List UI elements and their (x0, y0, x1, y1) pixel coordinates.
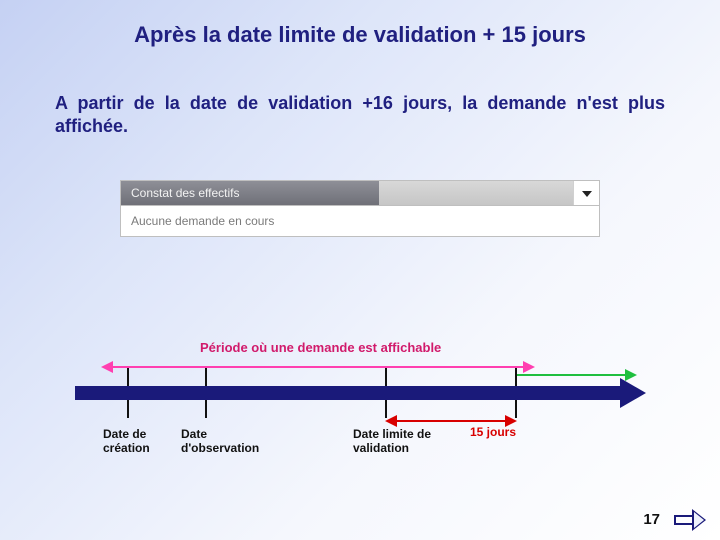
tick-limite (385, 368, 387, 386)
page-subtitle: A partir de la date de validation +16 jo… (55, 92, 665, 137)
fifteen-arrow-line (395, 420, 507, 422)
tick-plus15 (515, 368, 517, 386)
period-arrow-right (523, 361, 535, 373)
period-label: Période où une demande est affichable (200, 340, 441, 355)
timeline-bar-arrowhead-icon (620, 378, 646, 408)
panel-header-spacer (379, 181, 573, 205)
timeline-diagram: Période où une demande est affichable Da… (75, 340, 635, 490)
page-number: 17 (643, 511, 660, 528)
fifteen-arrow-left (385, 415, 397, 427)
period-arrow-line (111, 366, 525, 368)
tick-creation-b (127, 400, 129, 418)
after-arrow-line (517, 374, 627, 376)
collapse-icon[interactable] (573, 181, 599, 205)
timeline-bar (75, 386, 620, 400)
tick-observation (205, 368, 207, 386)
panel-body-text: Aucune demande en cours (120, 206, 600, 237)
label-creation: Date de création (103, 428, 183, 456)
effectifs-panel: Constat des effectifs Aucune demande en … (120, 180, 600, 237)
tick-observation-b (205, 400, 207, 418)
tick-creation (127, 368, 129, 386)
panel-header: Constat des effectifs (120, 180, 600, 206)
fifteen-label: 15 jours (470, 425, 516, 439)
page-title: Après la date limite de validation + 15 … (0, 22, 720, 48)
label-observation: Date d'observation (181, 428, 281, 456)
label-limite: Date limite de validation (353, 428, 453, 456)
panel-header-label: Constat des effectifs (121, 181, 379, 205)
next-page-arrow-icon[interactable] (674, 510, 708, 530)
period-arrow-left (101, 361, 113, 373)
